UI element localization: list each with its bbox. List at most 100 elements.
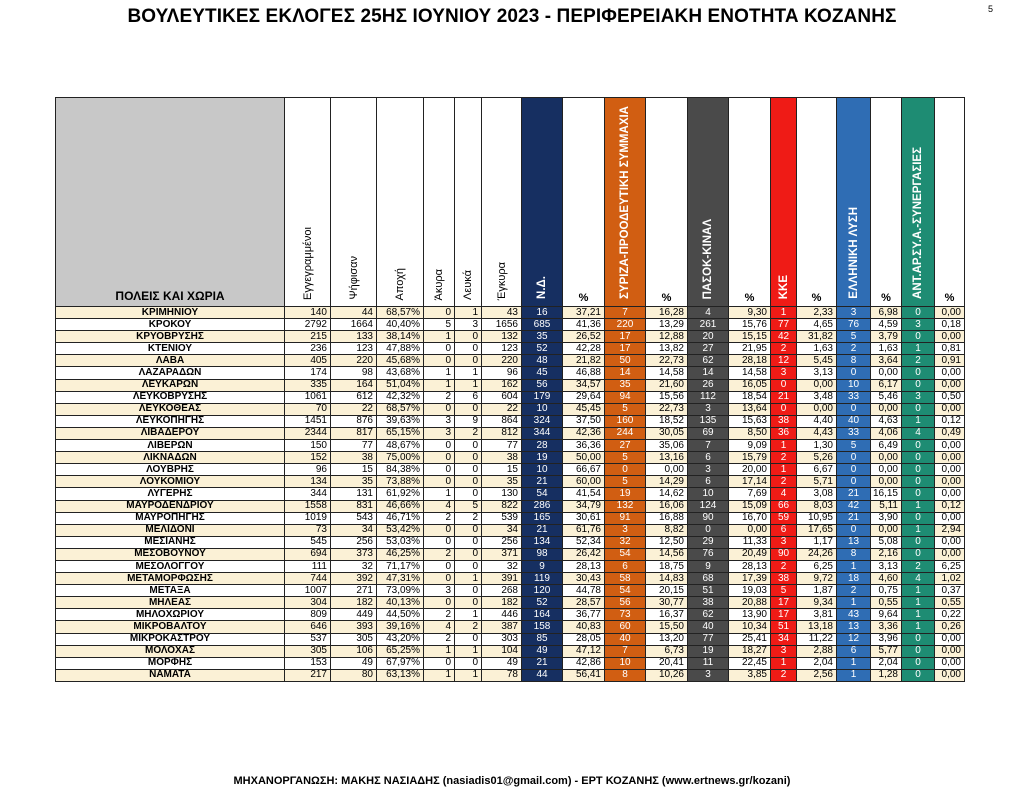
cell-voted: 98	[330, 366, 377, 380]
cell-elliniki-lysi-pct: 3,90	[870, 511, 902, 525]
header-party-antarsya: ΑΝΤ.ΑΡ.ΣΥ.Α.-ΣΥΝΕΡΓΑΣΙΕΣ	[901, 97, 935, 307]
cell-kke-pct: 2,56	[796, 668, 837, 682]
cell-pasok-pct: 9,09	[728, 439, 771, 453]
table-row: ΜΕΣΟΒΟΥΝΟΥ 694 373 46,25% 2 0 371 98 26,42 54 14,5…	[55, 547, 965, 561]
cell-pasok-votes: 9	[687, 559, 729, 574]
cell-nd-pct: 40,83	[562, 620, 605, 634]
cell-nd-pct: 21,82	[562, 354, 605, 368]
cell-elliniki-lysi-votes: 5	[836, 439, 871, 453]
cell-kke-votes: 2	[770, 342, 797, 356]
cell-place: ΜΑΥΡΟΔΕΝΔΡΙΟΥ	[55, 499, 285, 513]
cell-voted: 80	[330, 668, 377, 682]
cell-registered: 236	[284, 342, 331, 356]
table-row: ΜΗΛΟΧΩΡΙΟΥ 809 449 44,50% 2 1 446 164 36,77 73 16,…	[55, 608, 965, 622]
cell-elliniki-lysi-pct: 3,96	[870, 632, 902, 646]
cell-nd-votes: 54	[521, 487, 563, 501]
cell-nd-votes: 134	[521, 535, 563, 549]
cell-elliniki-lysi-votes: 8	[836, 547, 871, 561]
cell-kke-votes: 12	[770, 354, 797, 368]
cell-invalid: 0	[423, 451, 455, 465]
cell-antarsya-votes: 3	[901, 318, 935, 332]
cell-place: ΛΕΥΚΟΒΡΥΣΗΣ	[55, 390, 285, 404]
cell-voted: 35	[330, 475, 377, 489]
cell-blank: 0	[454, 547, 482, 561]
cell-blank: 1	[454, 366, 482, 380]
cell-pasok-pct: 21,95	[728, 342, 771, 356]
cell-nd-votes: 164	[521, 608, 563, 622]
cell-elliniki-lysi-votes: 6	[836, 644, 871, 658]
cell-pasok-votes: 3	[687, 668, 729, 682]
cell-voted: 449	[330, 608, 377, 622]
cell-antarsya-pct: 0,00	[934, 402, 965, 416]
cell-invalid: 5	[423, 318, 455, 332]
cell-voted: 817	[330, 426, 377, 441]
cell-syriza-votes: 160	[604, 414, 646, 428]
cell-syriza-votes: 7	[604, 305, 646, 320]
cell-elliniki-lysi-votes: 1	[836, 596, 871, 610]
cell-blank: 0	[454, 596, 482, 610]
cell-blank: 1	[454, 644, 482, 658]
cell-registered: 335	[284, 378, 331, 392]
cell-invalid: 2	[423, 608, 455, 622]
cell-antarsya-pct: 0,55	[934, 596, 965, 610]
cell-antarsya-votes: 0	[901, 402, 935, 416]
cell-registered: 111	[284, 559, 331, 574]
table-row: ΛΕΥΚΑΡΩΝ 335 164 51,04% 1 1 162 56 34,57 35 21,60 2…	[55, 378, 965, 392]
cell-syriza-votes: 244	[604, 426, 646, 441]
cell-kke-votes: 21	[770, 390, 797, 404]
cell-antarsya-votes: 0	[901, 366, 935, 380]
cell-elliniki-lysi-votes: 1	[836, 656, 871, 670]
cell-nd-votes: 685	[521, 318, 563, 332]
cell-syriza-pct: 14,83	[645, 572, 688, 586]
cell-pasok-votes: 7	[687, 439, 729, 453]
cell-elliniki-lysi-pct: 5,11	[870, 499, 902, 513]
cell-abstention: 53,03%	[376, 535, 424, 549]
cell-invalid: 1	[423, 644, 455, 658]
cell-nd-votes: 28	[521, 439, 563, 453]
cell-pasok-votes: 4	[687, 305, 729, 320]
cell-kke-votes: 2	[770, 668, 797, 682]
cell-blank: 0	[454, 584, 482, 598]
cell-elliniki-lysi-votes: 21	[836, 487, 871, 501]
cell-valid: 220	[481, 354, 522, 368]
cell-pasok-votes: 38	[687, 596, 729, 610]
cell-antarsya-votes: 0	[901, 487, 935, 501]
cell-syriza-pct: 20,41	[645, 656, 688, 670]
cell-valid: 104	[481, 644, 522, 658]
cell-registered: 153	[284, 656, 331, 670]
cell-antarsya-votes: 1	[901, 620, 935, 634]
cell-elliniki-lysi-pct: 0,00	[870, 475, 902, 489]
table-row: ΛΑΒΑ 405 220 45,68% 0 0 220 48 21,82 50 22,73 62 28,…	[55, 354, 965, 368]
cell-nd-votes: 158	[521, 620, 563, 634]
cell-kke-pct: 5,45	[796, 354, 837, 368]
header-party-syriza: ΣΥΡΙΖΑ-ΠΡΟΟΔΕΥΤΙΚΗ ΣΥΜΜΑΧΙΑ	[604, 97, 646, 307]
cell-antarsya-votes: 0	[901, 330, 935, 344]
cell-pasok-votes: 135	[687, 414, 729, 428]
cell-elliniki-lysi-votes: 0	[836, 451, 871, 465]
cell-pasok-pct: 16,70	[728, 511, 771, 525]
cell-antarsya-votes: 1	[901, 584, 935, 598]
cell-blank: 0	[454, 354, 482, 368]
cell-place: ΜΕΤΑΜΟΡΦΩΣΗΣ	[55, 572, 285, 586]
cell-antarsya-pct: 0,00	[934, 632, 965, 646]
cell-nd-votes: 324	[521, 414, 563, 428]
cell-elliniki-lysi-pct: 5,46	[870, 390, 902, 404]
cell-pasok-pct: 20,49	[728, 547, 771, 561]
cell-invalid: 3	[423, 414, 455, 428]
cell-antarsya-votes: 4	[901, 572, 935, 586]
cell-elliniki-lysi-pct: 6,17	[870, 378, 902, 392]
cell-kke-votes: 0	[770, 378, 797, 392]
cell-pasok-votes: 20	[687, 330, 729, 344]
cell-nd-votes: 120	[521, 584, 563, 598]
cell-nd-votes: 344	[521, 426, 563, 441]
cell-elliniki-lysi-pct: 2,04	[870, 656, 902, 670]
cell-elliniki-lysi-pct: 5,77	[870, 644, 902, 658]
cell-syriza-pct: 30,05	[645, 426, 688, 441]
cell-elliniki-lysi-pct: 0,00	[870, 523, 902, 537]
cell-syriza-pct: 15,50	[645, 620, 688, 634]
cell-kke-votes: 36	[770, 426, 797, 441]
cell-antarsya-votes: 0	[901, 511, 935, 525]
cell-syriza-votes: 27	[604, 439, 646, 453]
table-row: ΚΡΟΚΟΥ 2792 1664 40,40% 5 3 1656 685 41,36 220 13,…	[55, 318, 965, 332]
cell-registered: 174	[284, 366, 331, 380]
